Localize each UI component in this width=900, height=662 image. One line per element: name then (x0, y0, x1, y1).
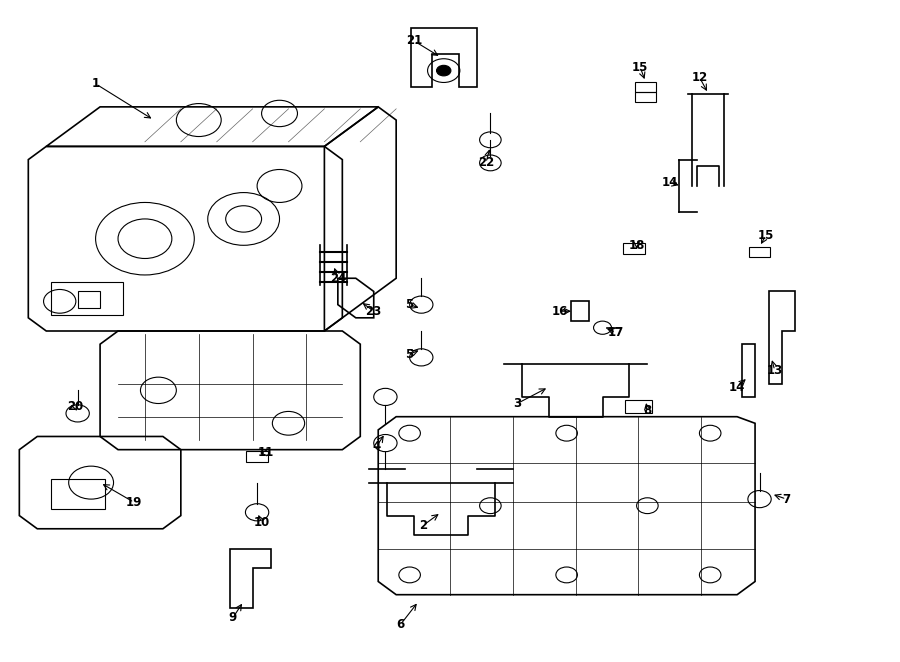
Text: 20: 20 (67, 401, 83, 413)
Text: 15: 15 (758, 229, 774, 242)
Text: 14: 14 (729, 381, 745, 393)
Text: 15: 15 (632, 61, 648, 73)
Text: 17: 17 (608, 326, 624, 339)
Bar (77, 291, 100, 308)
Text: 21: 21 (406, 34, 422, 48)
Bar (247, 451, 268, 461)
Text: 1: 1 (92, 77, 100, 90)
Text: 10: 10 (254, 516, 270, 529)
Text: 3: 3 (513, 397, 521, 410)
Text: 2: 2 (419, 519, 428, 532)
Text: 5: 5 (406, 298, 414, 311)
Bar (50, 281, 122, 314)
Text: 14: 14 (662, 176, 678, 189)
Circle shape (436, 66, 451, 76)
Text: 7: 7 (782, 493, 790, 506)
Bar (749, 247, 770, 257)
Text: 12: 12 (691, 71, 707, 83)
Text: 19: 19 (126, 496, 142, 509)
Bar (634, 82, 656, 93)
Text: 24: 24 (329, 272, 346, 285)
Text: 18: 18 (628, 239, 644, 252)
Text: 9: 9 (229, 611, 237, 624)
Text: 11: 11 (258, 446, 274, 459)
Text: 8: 8 (644, 404, 652, 416)
Text: 4: 4 (373, 440, 381, 453)
Text: 16: 16 (552, 305, 568, 318)
Text: 6: 6 (397, 618, 405, 631)
Text: 23: 23 (365, 305, 382, 318)
Text: 22: 22 (478, 156, 494, 169)
Text: 5: 5 (406, 348, 414, 361)
Bar (634, 92, 656, 102)
Bar (50, 479, 104, 509)
Text: 13: 13 (767, 364, 783, 377)
Bar (625, 401, 652, 413)
Bar (623, 244, 644, 254)
